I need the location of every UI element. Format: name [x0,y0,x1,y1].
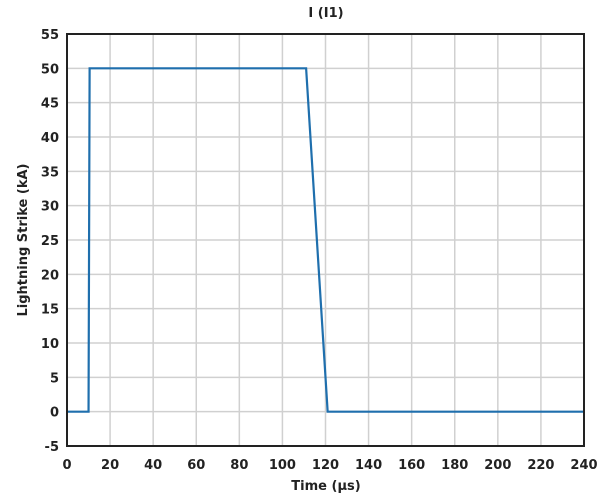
y-tick-labels: -5 0 5 10 15 20 25 30 35 40 45 50 55 [41,28,59,455]
x-tick-label: 0 [62,458,71,473]
y-tick-label: 55 [41,28,59,43]
y-tick-label: 40 [41,131,59,146]
x-tick-label: 100 [269,458,296,473]
y-tick-label: 5 [50,371,59,386]
x-tick-label: 240 [570,458,597,473]
y-tick-label: 30 [41,200,59,215]
x-tick-label: 60 [187,458,205,473]
y-tick-label: 45 [41,97,59,112]
x-tick-label: 20 [101,458,119,473]
x-tick-label: 40 [144,458,162,473]
x-tick-label: 220 [527,458,554,473]
y-tick-label: 15 [41,303,59,318]
y-tick-label: 0 [50,406,59,421]
y-tick-label: 25 [41,234,59,249]
series-line [67,67,584,413]
x-axis-label: Time (µs) [291,479,360,494]
plot-frame [66,33,585,447]
x-tick-label: 160 [398,458,425,473]
x-tick-labels: 0 20 40 60 80 100 120 140 160 180 200 220 240 [62,458,597,473]
y-tick-label: 35 [41,165,59,180]
x-tick-label: 140 [355,458,382,473]
chart-title: I (I1) [308,6,343,21]
series-group [67,67,584,413]
x-tick-label: 80 [230,458,248,473]
y-tick-label: -5 [45,440,59,455]
x-tick-label: 120 [312,458,339,473]
x-tick-label: 180 [441,458,468,473]
y-tick-label: 20 [41,268,59,283]
y-tick-label: 50 [41,62,59,77]
x-tick-label: 200 [484,458,511,473]
y-tick-label: 10 [41,337,59,352]
y-axis-label: Lightning Strike (kA) [16,164,31,317]
